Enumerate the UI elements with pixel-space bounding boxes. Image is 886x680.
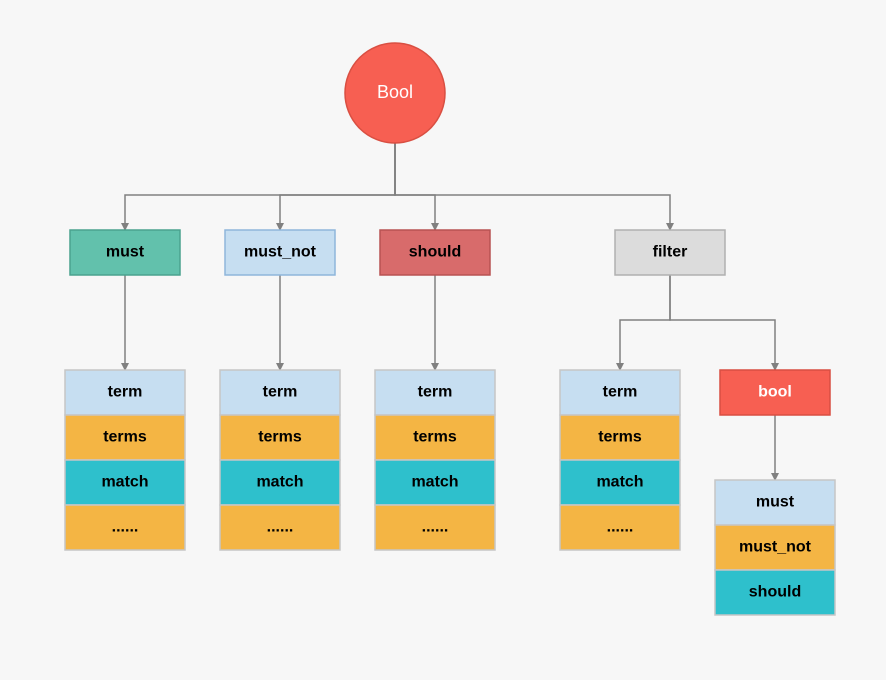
stack-must-label-3: ......	[112, 519, 139, 536]
stack-must-label-2: match	[101, 474, 148, 491]
stack-nested-bool-label-0: must	[756, 494, 795, 511]
branch-should-label: should	[409, 244, 461, 261]
root-bool-label: Bool	[377, 82, 413, 102]
stack-should-label-1: terms	[413, 429, 457, 446]
stack-filter-label-0: term	[603, 384, 638, 401]
stack-should-label-0: term	[418, 384, 453, 401]
stack-filter-label-1: terms	[598, 429, 642, 446]
stack-must_not-label-0: term	[263, 384, 298, 401]
stack-should-label-3: ......	[422, 519, 449, 536]
stack-must-label-0: term	[108, 384, 143, 401]
stack-nested-bool-label-1: must_not	[739, 539, 812, 556]
branch-must_not-label: must_not	[244, 244, 317, 261]
stack-must_not-label-2: match	[256, 474, 303, 491]
branch-must-label: must	[106, 244, 145, 261]
stack-must_not-label-1: terms	[258, 429, 302, 446]
stack-filter-label-2: match	[596, 474, 643, 491]
stack-must-label-1: terms	[103, 429, 147, 446]
branch-filter-label: filter	[653, 244, 688, 261]
stack-nested-bool-label-2: should	[749, 584, 801, 601]
stack-should-label-2: match	[411, 474, 458, 491]
stack-must_not-label-3: ......	[267, 519, 294, 536]
stack-filter-label-3: ......	[607, 519, 634, 536]
nested-bool-label: bool	[758, 384, 792, 401]
bool-query-tree-diagram: Boolmustmust_notshouldfiltertermtermsmat…	[0, 0, 886, 680]
